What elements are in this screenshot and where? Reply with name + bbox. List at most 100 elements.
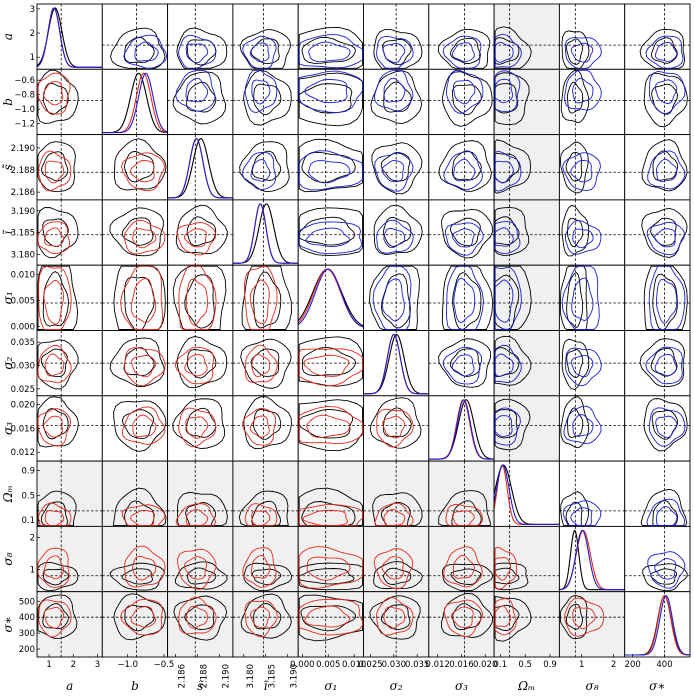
x-tick-label: 0.000	[290, 660, 314, 670]
panel-background	[559, 395, 625, 462]
contour-line	[381, 278, 405, 322]
contour-line	[561, 265, 600, 330]
panel-background	[428, 591, 495, 657]
panel-background	[232, 134, 299, 200]
y-tick-label: 0.005	[11, 296, 35, 306]
y-tick-label: 2.190	[11, 144, 35, 154]
contour-line	[451, 228, 475, 248]
panel-sigma3-vs-sigma_star	[624, 395, 691, 462]
panel-b-vs-b	[101, 68, 169, 136]
contour-line	[253, 602, 282, 630]
contour-line	[172, 71, 226, 125]
panel-background	[298, 526, 364, 592]
panel-background	[624, 526, 690, 592]
contour-line	[240, 593, 292, 639]
contour-line	[445, 69, 484, 114]
contour-line	[249, 42, 270, 63]
contour-line	[565, 38, 584, 65]
panel-sigma3-vs-b	[101, 395, 169, 462]
contour-line	[561, 205, 590, 257]
x-tick-label: 0.035	[405, 660, 429, 670]
contour-line	[244, 503, 278, 526]
contour-line	[37, 69, 79, 125]
contour-line	[44, 509, 65, 526]
contour-line	[298, 70, 363, 114]
contour-line	[250, 348, 280, 377]
panel-a-vs-sigma8	[558, 3, 626, 70]
marginal-curve	[232, 203, 299, 264]
y-tick-label: 0.030	[11, 361, 35, 371]
panel-sigma8-vs-i_tilde	[232, 525, 299, 593]
contour-line	[452, 271, 482, 330]
contour-line	[566, 272, 584, 329]
marginal-curve	[493, 464, 560, 525]
contour-line	[494, 33, 522, 68]
panel-background	[167, 134, 233, 200]
contour-line	[120, 265, 164, 330]
contour-line	[560, 69, 590, 124]
contour-line	[37, 502, 72, 526]
contour-line	[443, 546, 483, 588]
contour-line	[639, 28, 686, 69]
panel-sigma8-vs-b	[101, 525, 169, 593]
contour-line	[645, 35, 684, 69]
contour-line	[120, 598, 163, 636]
panel-s_tilde-vs-sigma8	[558, 134, 626, 201]
contour-line	[42, 415, 63, 438]
contour-line	[44, 160, 65, 184]
y-tick-label: 1	[30, 53, 35, 63]
contour-line	[654, 558, 677, 580]
panel-sigma8-vs-sigma8	[558, 525, 626, 593]
panel-sigma_star-vs-s_tilde	[167, 591, 234, 658]
panel-omega_m-vs-sigma1	[297, 460, 364, 527]
panel-background	[37, 395, 103, 462]
panel-b-vs-sigma8	[558, 68, 626, 136]
y-axis-label-sigma3: σ₃	[1, 422, 15, 435]
panel-omega_m-vs-sigma8	[558, 460, 626, 527]
panel-background	[494, 265, 560, 331]
panel-sigma2-vs-i_tilde	[232, 330, 299, 397]
contour-line	[37, 561, 79, 592]
contour-line	[564, 37, 602, 69]
contour-line	[132, 414, 157, 438]
contour-line	[174, 561, 228, 590]
contour-line	[242, 407, 277, 446]
contour-line	[185, 278, 208, 326]
y-tick-label: 3.180	[11, 250, 35, 260]
contour-line	[130, 277, 157, 324]
contour-line	[451, 606, 474, 628]
contour-line	[298, 598, 363, 636]
contour-line	[494, 266, 522, 330]
contour-line	[301, 36, 356, 64]
y-tick-label: 2	[30, 534, 35, 544]
contour-line	[438, 140, 492, 192]
contour-line	[244, 600, 278, 638]
y-tick-label: 400	[19, 613, 35, 623]
x-tick-label: 2.190	[222, 664, 232, 688]
contour-line	[298, 504, 363, 526]
contour-line	[298, 405, 363, 445]
contour-line	[308, 160, 351, 184]
contour-line	[648, 71, 686, 115]
contour-line	[643, 398, 688, 452]
y-tick-label: 1	[30, 565, 35, 575]
contour-line	[304, 79, 348, 104]
contour-line	[646, 221, 686, 256]
panel-i_tilde-vs-s_tilde	[167, 199, 234, 266]
marginal-curve	[428, 399, 495, 460]
contour-line	[571, 354, 594, 378]
contour-line	[240, 338, 292, 389]
panel-i_tilde-vs-sigma1	[297, 199, 364, 266]
panel-background	[102, 395, 168, 462]
marginal-curve	[363, 333, 429, 395]
panel-s_tilde-vs-omega_m	[493, 134, 560, 201]
contour-line	[646, 498, 686, 526]
contour-line	[374, 502, 414, 526]
panel-background	[298, 395, 364, 462]
contour-line	[647, 551, 686, 589]
panel-background	[428, 265, 495, 331]
contour-line	[121, 409, 154, 440]
panel-background	[37, 591, 103, 657]
y-tick-label: 3.185	[11, 229, 35, 239]
x-tick-label: 0.9	[543, 660, 557, 670]
